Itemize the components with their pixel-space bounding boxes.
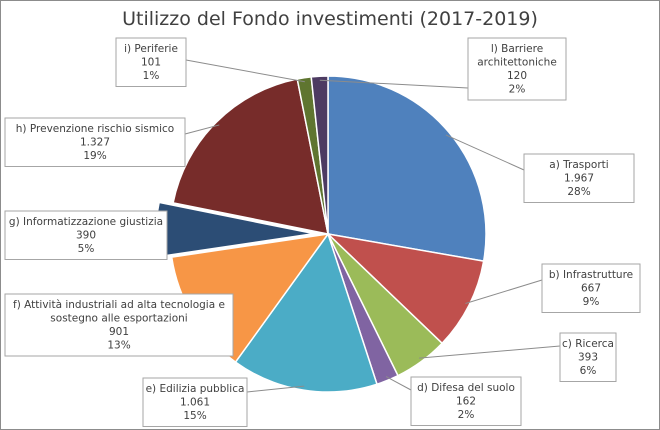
slice-name: g) Informatizzazione giustizia: [9, 216, 163, 228]
pie-slice-10: [310, 75, 329, 235]
slice-name: d) Difesa del suolo: [417, 382, 515, 394]
slice-percent: 2%: [458, 409, 475, 421]
slice-value: 901: [109, 326, 129, 338]
slice-name: sostegno alle esportazioni: [50, 313, 187, 325]
slice-percent: 15%: [183, 410, 206, 422]
leader-line-3: [419, 345, 561, 359]
slice-name: e) Edilizia pubblica: [146, 383, 245, 395]
slice-name: architettoniche: [477, 57, 557, 69]
pie-slice-5: [234, 232, 378, 393]
slice-name: l) Barriere: [491, 43, 543, 55]
slice-name: c) Ricerca: [562, 338, 614, 350]
leader-line-5: [246, 385, 305, 393]
slice-percent: 2%: [509, 84, 526, 96]
pie-slice-8: [172, 78, 329, 235]
slice-percent: 13%: [107, 340, 130, 352]
data-label-6: f) Attività industriali ad alta tecnolog…: [4, 293, 234, 357]
leader-line-2: [465, 279, 543, 304]
data-label-box: [541, 263, 641, 313]
slice-name: h) Prevenzione rischio sismico: [16, 123, 174, 135]
pie-slice-2: [325, 232, 485, 345]
leader-line-1: [445, 134, 525, 171]
slice-value: 1.061: [180, 397, 210, 409]
data-label-box: [115, 37, 187, 87]
chart-title: Utilizzo del Fondo investimenti (2017-20…: [122, 8, 538, 30]
slice-name: a) Trasporti: [549, 159, 608, 171]
slice-value: 101: [141, 57, 161, 69]
slice-name: f) Attività industriali ad alta tecnolog…: [13, 299, 225, 311]
pie-slices: [155, 75, 487, 393]
pie-slice-1: [327, 75, 487, 263]
slice-percent: 5%: [78, 243, 95, 255]
data-label-box: [4, 117, 186, 167]
leader-line-9: [185, 59, 305, 83]
data-label-box: [4, 293, 234, 357]
data-label-box: [559, 332, 617, 382]
data-label-box: [4, 210, 168, 260]
slice-value: 1.967: [564, 173, 594, 185]
slice-percent: 9%: [583, 296, 600, 308]
slice-percent: 28%: [567, 186, 590, 198]
data-label-box: [523, 153, 635, 203]
data-label-box: [142, 377, 248, 427]
data-label-box: [410, 376, 522, 426]
slice-value: 667: [581, 283, 601, 295]
slice-value: 1.327: [80, 137, 110, 149]
slice-percent: 1%: [143, 70, 160, 82]
leader-line-10: [319, 79, 469, 89]
leader-line-8: [184, 124, 220, 135]
slice-percent: 19%: [83, 150, 106, 162]
slice-percent: 6%: [580, 365, 597, 377]
slice-value: 390: [76, 230, 96, 242]
slice-name: i) Periferie: [124, 43, 178, 55]
slice-name: b) Infrastrutture: [549, 269, 633, 281]
slice-value: 162: [456, 396, 476, 408]
slice-value: 393: [578, 352, 598, 364]
leader-line-4: [385, 376, 412, 391]
data-label-box: [467, 37, 567, 101]
slice-value: 120: [507, 70, 527, 82]
